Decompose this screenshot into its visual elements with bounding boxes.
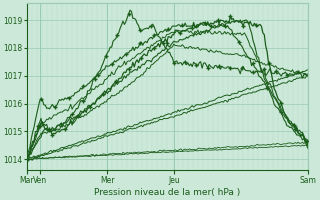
X-axis label: Pression niveau de la mer( hPa ): Pression niveau de la mer( hPa ) — [94, 188, 241, 197]
